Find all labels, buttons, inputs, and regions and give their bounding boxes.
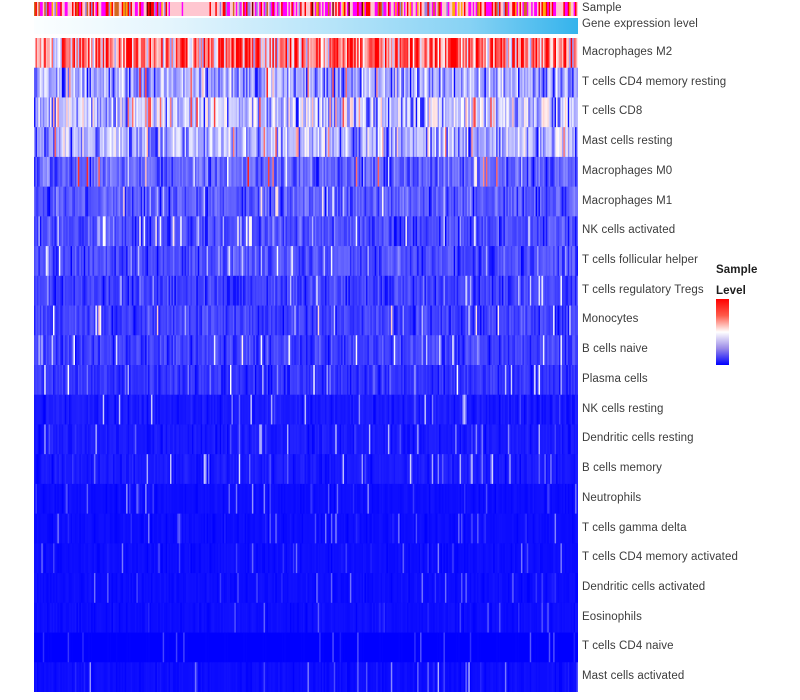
row-label: Macrophages M0 (582, 164, 673, 177)
level-legend-title: Level (716, 285, 746, 297)
heatmap-row (34, 602, 579, 633)
row-label: Neutrophils (582, 491, 642, 504)
sample-annotation-label: Sample (582, 2, 622, 14)
sample-legend-title: Sample (716, 264, 758, 276)
gene-expression-gradient (34, 18, 578, 34)
row-label: Plasma cells (582, 372, 648, 385)
row-label: B cells naive (582, 343, 648, 356)
gene-expression-annotation-label: Gene expression level (582, 18, 698, 30)
level-colorbar-wrap (716, 299, 729, 365)
row-label: Macrophages M2 (582, 45, 673, 58)
heatmap-row (34, 186, 579, 217)
heatmap-row (34, 127, 579, 158)
heatmap-row (34, 97, 579, 128)
row-label: NK cells activated (582, 224, 676, 237)
row-label: T cells CD8 (582, 105, 643, 118)
heatmap-row (34, 305, 579, 336)
legend-panel: Sample Level (716, 264, 800, 365)
level-legend: Level (716, 285, 800, 365)
heatmap-row (34, 365, 579, 396)
row-label: T cells CD4 naive (582, 640, 674, 653)
heatmap-row (34, 513, 579, 544)
heatmap-cells[interactable] (34, 38, 579, 693)
gene-expression-annotation-bar (34, 18, 578, 34)
row-label: Macrophages M1 (582, 194, 673, 207)
heatmap-row (34, 216, 579, 247)
heatmap-row (34, 246, 579, 277)
row-dendrogram (0, 38, 34, 692)
row-label: B cells memory (582, 462, 662, 475)
level-colorbar (716, 299, 729, 365)
row-label: Mast cells resting (582, 135, 673, 148)
sample-annotation-svg (34, 2, 579, 16)
row-label-list: Macrophages M2 T cells CD4 memory resting… (582, 38, 797, 692)
heatmap-row (34, 483, 579, 515)
heatmap-row (34, 632, 579, 663)
row-dendrogram-svg (0, 38, 34, 692)
row-label: T cells regulatory Tregs (582, 283, 704, 296)
heatmap-row (34, 662, 579, 693)
row-label: Dendritic cells activated (582, 580, 706, 593)
heatmap-row (34, 394, 579, 425)
heatmap-row (34, 275, 579, 306)
heatmap-row (34, 156, 579, 188)
heatmap-row (34, 38, 579, 69)
heatmap-row (34, 573, 579, 604)
sample-annotation-bar (34, 2, 579, 16)
row-label: NK cells resting (582, 402, 664, 415)
heatmap-row (34, 67, 579, 98)
row-label: Monocytes (582, 313, 639, 326)
row-label: Dendritic cells resting (582, 432, 694, 445)
heatmap-row (34, 454, 579, 485)
heatmap-row (34, 424, 579, 455)
row-label: T cells gamma delta (582, 521, 687, 534)
heatmap-row (34, 335, 579, 366)
row-label: Mast cells activated (582, 670, 685, 683)
row-label: T cells CD4 memory resting (582, 75, 727, 88)
row-label: T cells follicular helper (582, 253, 699, 266)
row-label: T cells CD4 memory activated (582, 551, 738, 564)
heatmap-body[interactable] (34, 38, 579, 693)
row-label: Eosinophils (582, 610, 642, 623)
heatmap-row (34, 543, 579, 574)
